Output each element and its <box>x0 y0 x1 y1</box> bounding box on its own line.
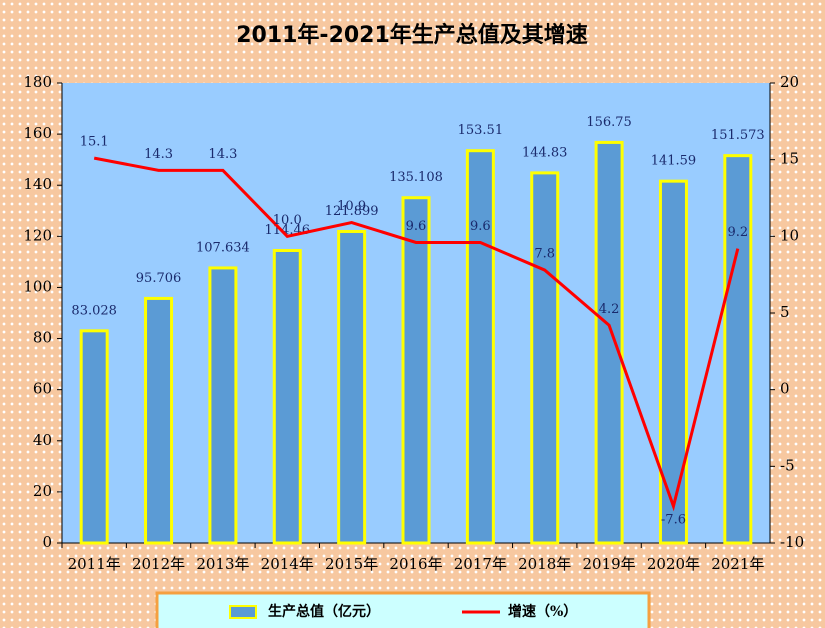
bar <box>208 266 238 545</box>
x-tick-label: 2012年 <box>132 555 185 573</box>
line-value-label: 7.8 <box>534 247 555 262</box>
y-tick-label: 180 <box>23 73 52 91</box>
x-tick-label: 2020年 <box>647 555 700 573</box>
y-tick-label: 120 <box>23 226 52 244</box>
bar <box>337 229 367 545</box>
y2-tick-label: 0 <box>780 380 790 398</box>
y-tick-label: 80 <box>33 329 52 347</box>
y2-tick-label: -5 <box>780 456 795 474</box>
y2-tick-label: 15 <box>780 150 799 168</box>
bar-value-label: 141.59 <box>651 154 697 169</box>
x-tick-label: 2021年 <box>711 555 764 573</box>
line-value-label: 9.6 <box>470 219 491 234</box>
bar-value-label: 83.028 <box>71 303 117 318</box>
chart-title: 2011年-2021年生产总值及其增速 <box>236 22 588 48</box>
y-tick-label: 0 <box>42 533 52 551</box>
bar-value-label: 144.83 <box>522 145 568 160</box>
line-value-label: 4.2 <box>599 302 620 317</box>
bar-value-label: 121.899 <box>325 204 379 219</box>
y-tick-label: 160 <box>23 124 52 142</box>
bar <box>723 154 753 545</box>
y2-tick-label: 10 <box>780 226 799 244</box>
x-tick-label: 2015年 <box>325 555 378 573</box>
bar <box>401 196 431 545</box>
y2-tick-label: -10 <box>780 533 804 551</box>
bar <box>658 179 688 545</box>
x-tick-label: 2011年 <box>68 555 121 573</box>
legend-label: 增速（%） <box>508 603 577 620</box>
line-value-label: 14.3 <box>144 147 173 162</box>
x-tick-label: 2013年 <box>196 555 249 573</box>
y2-tick-label: 20 <box>780 73 799 91</box>
y-tick-label: 40 <box>33 431 52 449</box>
line-value-label: 10.0 <box>273 213 302 228</box>
line-value-label: 14.3 <box>208 147 237 162</box>
legend-swatch <box>229 605 257 619</box>
line <box>93 156 740 512</box>
bar <box>530 171 560 545</box>
x-tick-label: 2016年 <box>389 555 442 573</box>
line-value-label: -7.6 <box>661 513 686 528</box>
bar-value-label: 156.75 <box>586 115 632 130</box>
bar <box>272 248 302 545</box>
y-tick-label: 100 <box>23 277 52 295</box>
y-tick-label: 60 <box>33 380 52 398</box>
bar-value-label: 151.573 <box>711 128 765 143</box>
y-tick-label: 20 <box>33 482 52 500</box>
x-tick-label: 2014年 <box>261 555 314 573</box>
legend-label: 生产总值（亿元） <box>268 603 380 620</box>
bar-value-label: 135.108 <box>389 170 443 185</box>
bar-value-label: 107.634 <box>196 240 250 255</box>
bar-value-label: 153.51 <box>458 123 504 138</box>
y-tick-label: 140 <box>23 175 52 193</box>
y2-tick-label: 5 <box>780 303 790 321</box>
bar-value-label: 95.706 <box>136 271 182 286</box>
bar <box>144 296 174 545</box>
bar <box>594 140 624 545</box>
bar <box>79 329 109 545</box>
line-value-label: 9.2 <box>727 225 748 240</box>
line-value-label: 9.6 <box>406 219 427 234</box>
x-tick-label: 2019年 <box>582 555 635 573</box>
x-tick-label: 2018年 <box>518 555 571 573</box>
line-value-label: 10.9 <box>337 199 366 214</box>
x-tick-label: 2017年 <box>454 555 507 573</box>
bar <box>465 149 495 545</box>
line-value-label: 15.1 <box>80 135 109 150</box>
